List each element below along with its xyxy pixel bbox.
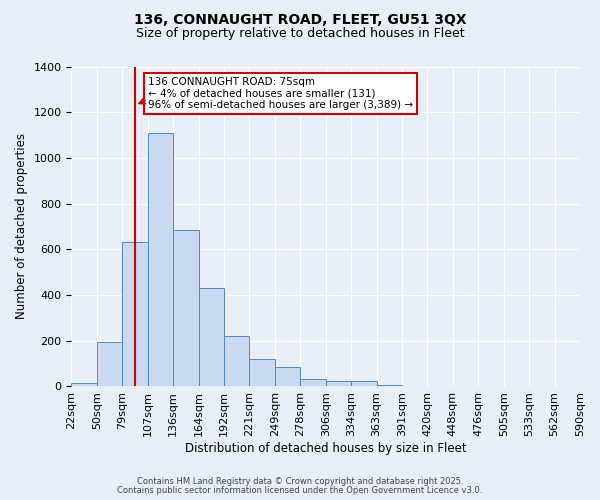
Bar [224, 336, 250, 386]
Bar [250, 359, 275, 386]
Bar [326, 382, 351, 386]
X-axis label: Distribution of detached houses by size in Fleet: Distribution of detached houses by size … [185, 442, 467, 455]
Text: 136 CONNAUGHT ROAD: 75sqm
← 4% of detached houses are smaller (131)
96% of semi-: 136 CONNAUGHT ROAD: 75sqm ← 4% of detach… [148, 77, 413, 110]
Bar [173, 230, 199, 386]
Y-axis label: Number of detached properties: Number of detached properties [15, 134, 28, 320]
Text: 136, CONNAUGHT ROAD, FLEET, GU51 3QX: 136, CONNAUGHT ROAD, FLEET, GU51 3QX [134, 12, 466, 26]
Bar [97, 342, 122, 386]
Bar [351, 382, 377, 386]
Bar [148, 133, 173, 386]
Bar [300, 379, 326, 386]
Text: Contains HM Land Registry data © Crown copyright and database right 2025.: Contains HM Land Registry data © Crown c… [137, 478, 463, 486]
Text: Size of property relative to detached houses in Fleet: Size of property relative to detached ho… [136, 28, 464, 40]
Bar [71, 383, 97, 386]
Bar [275, 368, 300, 386]
Bar [122, 242, 148, 386]
Bar [377, 384, 402, 386]
Bar [199, 288, 224, 386]
Text: Contains public sector information licensed under the Open Government Licence v3: Contains public sector information licen… [118, 486, 482, 495]
